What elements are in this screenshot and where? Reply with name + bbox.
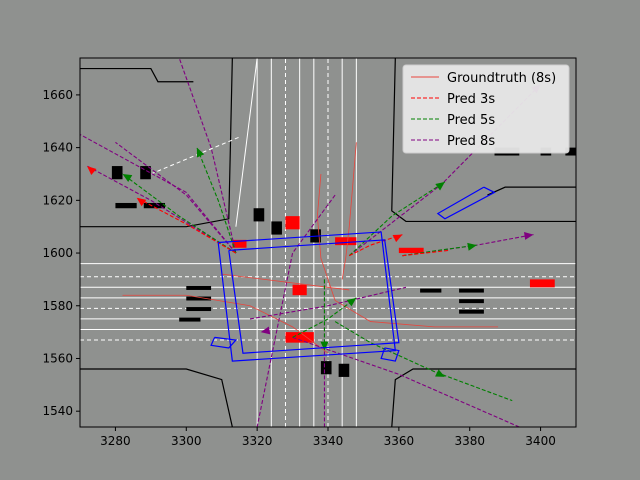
plot-content bbox=[80, 58, 576, 427]
vehicle-9 bbox=[186, 307, 212, 312]
vehicle-8 bbox=[186, 296, 212, 301]
agent-4 bbox=[529, 279, 555, 288]
legend-label-3: Pred 8s bbox=[447, 134, 495, 149]
vehicle-10 bbox=[179, 317, 201, 322]
vehicle-14 bbox=[459, 309, 484, 314]
agent-3 bbox=[398, 247, 424, 254]
arrow-head-5 bbox=[435, 181, 445, 191]
agent-5 bbox=[285, 332, 314, 343]
y-tick-label-2: 1580 bbox=[42, 299, 73, 313]
pred-8s-line-6 bbox=[249, 286, 407, 320]
road-line-16 bbox=[150, 136, 240, 175]
legend-label-0: Groundtruth (8s) bbox=[447, 71, 556, 86]
road-edge-4 bbox=[80, 67, 194, 83]
pred-5s-line-2 bbox=[348, 181, 446, 257]
vehicle-12 bbox=[459, 288, 484, 293]
bounding-box-1 bbox=[228, 239, 400, 354]
pred-3s-line-1 bbox=[349, 234, 403, 257]
arrow-head-9 bbox=[435, 369, 445, 377]
pred-5s-line-3 bbox=[402, 244, 477, 257]
road-edge-3 bbox=[391, 368, 576, 427]
legend-label-2: Pred 5s bbox=[447, 113, 495, 128]
arrow-head-12 bbox=[260, 326, 271, 335]
pred-8s-line-0 bbox=[86, 165, 237, 254]
groundtruth-line-2 bbox=[341, 142, 357, 280]
y-tick-label-0: 1540 bbox=[42, 404, 73, 418]
agent-6 bbox=[292, 284, 307, 296]
y-tick-label-4: 1620 bbox=[42, 193, 73, 207]
agent-1 bbox=[285, 216, 300, 230]
pred-3s-line-0 bbox=[136, 197, 237, 254]
arrow-head-4 bbox=[392, 234, 403, 243]
road-edge-2 bbox=[80, 368, 233, 427]
arrow-head-7 bbox=[523, 231, 534, 240]
vehicle-5 bbox=[271, 221, 282, 235]
x-tick-label-3: 3340 bbox=[313, 434, 344, 448]
y-tick-label-1: 1560 bbox=[42, 351, 73, 365]
x-tick-label-6: 3400 bbox=[525, 434, 556, 448]
y-tick-label-3: 1600 bbox=[42, 246, 73, 260]
pred-3s-line-2 bbox=[402, 249, 449, 257]
pred-5s-line-0 bbox=[122, 173, 237, 254]
bounding-box-0 bbox=[217, 231, 396, 362]
arrow-head-1 bbox=[87, 166, 97, 175]
agent-2 bbox=[335, 237, 357, 246]
bounding-box-3 bbox=[380, 347, 400, 362]
y-tick-label-6: 1660 bbox=[42, 88, 73, 102]
bounding-box-2 bbox=[210, 336, 238, 349]
road-line-17 bbox=[235, 58, 258, 227]
vehicle-15 bbox=[320, 361, 332, 375]
bounding-box-4 bbox=[436, 186, 496, 220]
vehicle-0 bbox=[111, 166, 123, 180]
axes: 3280 3300 3320 3340 3360 3380 3400 1540 1560 1580… bbox=[42, 88, 555, 448]
pred-8s-line-7 bbox=[292, 336, 520, 427]
vehicle-3 bbox=[143, 202, 166, 209]
groundtruth-line-1 bbox=[316, 173, 499, 328]
pred-8s-line-1 bbox=[115, 141, 237, 254]
arrow-head-0 bbox=[136, 197, 147, 207]
road-edge-0 bbox=[80, 58, 233, 228]
x-tick-label-1: 3300 bbox=[171, 434, 202, 448]
vehicle-13 bbox=[459, 299, 484, 304]
vehicle-2 bbox=[115, 202, 137, 209]
vehicle-16 bbox=[338, 363, 350, 377]
pred-8s-line-3 bbox=[178, 58, 237, 254]
x-tick-label-4: 3360 bbox=[384, 434, 415, 448]
legend: Groundtruth (8s) Pred 3s Pred 5s Pred 8s bbox=[402, 64, 570, 154]
vehicle-4 bbox=[253, 208, 265, 222]
vehicle-7 bbox=[186, 285, 212, 290]
x-tick-label-2: 3320 bbox=[242, 434, 273, 448]
x-tick-label-0: 3280 bbox=[100, 434, 131, 448]
y-tick-label-5: 1640 bbox=[42, 141, 73, 155]
arrow-head-6 bbox=[467, 242, 477, 251]
pred-5s-line-4 bbox=[292, 297, 357, 338]
arrow-head-10 bbox=[346, 297, 357, 307]
pred-5s-line-1 bbox=[196, 147, 237, 254]
vehicle-11 bbox=[420, 288, 442, 293]
pred-8s-line-2 bbox=[80, 133, 237, 254]
vehicle-1 bbox=[140, 166, 151, 180]
arrow-head-3 bbox=[196, 147, 205, 158]
vehicle-20 bbox=[565, 147, 576, 156]
groundtruth-line-0 bbox=[122, 294, 329, 354]
arrow-head-11 bbox=[320, 341, 329, 351]
x-tick-label-5: 3380 bbox=[454, 434, 485, 448]
pred-5s-line-5 bbox=[334, 321, 513, 402]
legend-label-1: Pred 3s bbox=[447, 92, 495, 107]
agent-0 bbox=[232, 239, 247, 248]
legend-box bbox=[402, 64, 570, 154]
road-edge-1 bbox=[391, 58, 576, 223]
groundtruth-line-3 bbox=[221, 273, 350, 291]
arrow-head-2 bbox=[122, 173, 133, 183]
